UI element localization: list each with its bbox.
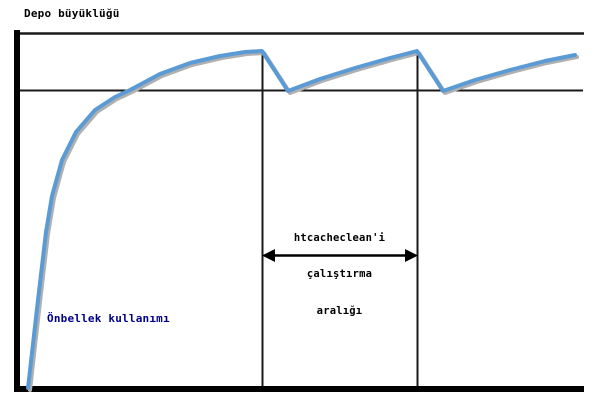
interval-annotation-line-3: aralığı bbox=[316, 304, 363, 317]
cache-usage-curve-shadow bbox=[28, 51, 579, 392]
interval-arrow bbox=[262, 249, 418, 262]
cache-usage-curve bbox=[26, 49, 577, 390]
series-label-cache-usage: Önbellek kullanımı bbox=[47, 312, 170, 325]
y-axis-title: Depo büyüklüğü bbox=[24, 7, 120, 20]
interval-annotation-line-1: htcacheclean'i bbox=[293, 232, 386, 245]
interval-annotation: htcacheclean'i çalıştırma aralığı bbox=[262, 208, 417, 341]
interval-annotation-line-2: çalıştırma bbox=[306, 268, 373, 281]
